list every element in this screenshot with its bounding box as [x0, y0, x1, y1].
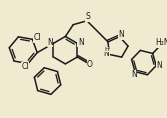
Text: O: O: [87, 60, 93, 69]
Text: N: N: [119, 30, 124, 39]
Text: H₂N: H₂N: [155, 38, 167, 47]
Text: Cl: Cl: [21, 62, 29, 72]
Text: Cl: Cl: [34, 33, 41, 42]
Text: N: N: [47, 38, 53, 47]
Text: N: N: [156, 61, 162, 70]
Text: S: S: [86, 12, 90, 21]
Text: N: N: [104, 49, 109, 58]
Text: N: N: [78, 38, 84, 47]
Text: H: H: [104, 47, 109, 52]
Text: N: N: [131, 70, 137, 79]
